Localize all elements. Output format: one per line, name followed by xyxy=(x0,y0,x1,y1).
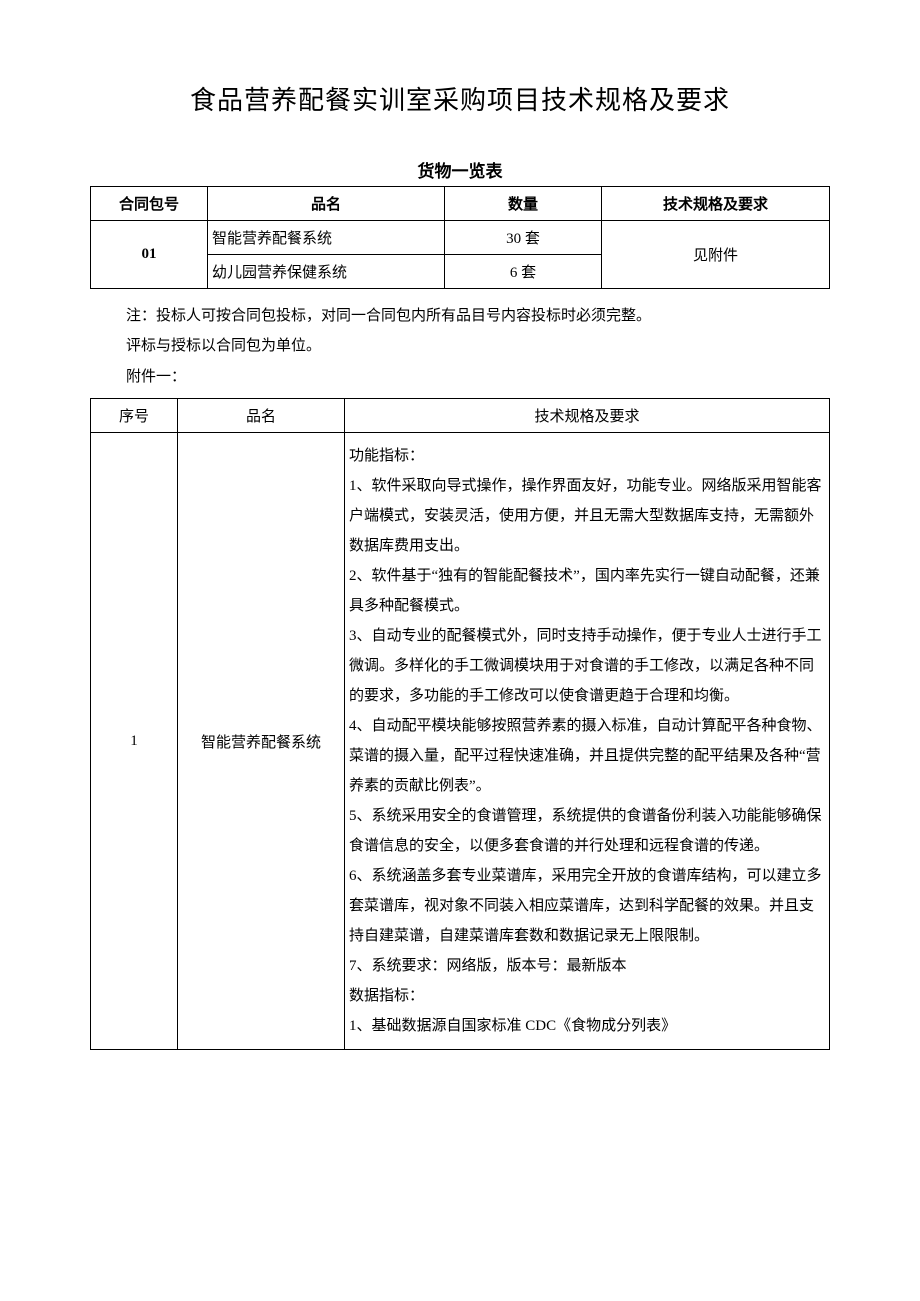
header-name: 品名 xyxy=(178,399,345,433)
notes-block: 注：投标人可按合同包投标，对同一合同包内所有品目号内容投标时必须完整。 评标与授… xyxy=(126,301,830,361)
cell-name: 智能营养配餐系统 xyxy=(178,433,345,1050)
spec-line: 功能指标： xyxy=(349,441,825,471)
overview-subtitle: 货物一览表 xyxy=(90,157,830,182)
cell-spec: 功能指标：1、软件采取向导式操作，操作界面友好，功能专业。网络版采用智能客户端模… xyxy=(345,433,830,1050)
cell-spec: 见附件 xyxy=(602,221,830,289)
detail-row: 1 智能营养配餐系统 功能指标：1、软件采取向导式操作，操作界面友好，功能专业。… xyxy=(91,433,830,1050)
header-spec: 技术规格及要求 xyxy=(345,399,830,433)
note-line: 注：投标人可按合同包投标，对同一合同包内所有品目号内容投标时必须完整。 xyxy=(126,301,830,331)
document-title: 食品营养配餐实训室采购项目技术规格及要求 xyxy=(90,80,830,117)
spec-line: 1、基础数据源自国家标准 CDC《食物成分列表》 xyxy=(349,1011,825,1041)
cell-quantity: 6 套 xyxy=(445,255,602,289)
spec-line: 4、自动配平模块能够按照营养素的摄入标准，自动计算配平各种食物、菜谱的摄入量，配… xyxy=(349,711,825,801)
spec-line: 7、系统要求：网络版，版本号：最新版本 xyxy=(349,951,825,981)
header-item-name: 品名 xyxy=(208,187,445,221)
header-seq: 序号 xyxy=(91,399,178,433)
note-line: 评标与授标以合同包为单位。 xyxy=(126,331,830,361)
cell-item-name: 智能营养配餐系统 xyxy=(208,221,445,255)
cell-item-name: 幼儿园营养保健系统 xyxy=(208,255,445,289)
cell-quantity: 30 套 xyxy=(445,221,602,255)
header-spec: 技术规格及要求 xyxy=(602,187,830,221)
spec-line: 1、软件采取向导式操作，操作界面友好，功能专业。网络版采用智能客户端模式，安装灵… xyxy=(349,471,825,561)
header-quantity: 数量 xyxy=(445,187,602,221)
detail-header-row: 序号 品名 技术规格及要求 xyxy=(91,399,830,433)
spec-line: 2、软件基于“独有的智能配餐技术”，国内率先实行一键自动配餐，还兼具多种配餐模式… xyxy=(349,561,825,621)
attachment-label: 附件一： xyxy=(126,365,830,386)
overview-table: 合同包号 品名 数量 技术规格及要求 01 智能营养配餐系统 30 套 见附件 … xyxy=(90,186,830,289)
spec-line: 6、系统涵盖多套专业菜谱库，采用完全开放的食谱库结构，可以建立多套菜谱库，视对象… xyxy=(349,861,825,951)
spec-line: 5、系统采用安全的食谱管理，系统提供的食谱备份利装入功能能够确保食谱信息的安全，… xyxy=(349,801,825,861)
overview-row: 01 智能营养配餐系统 30 套 见附件 xyxy=(91,221,830,255)
overview-header-row: 合同包号 品名 数量 技术规格及要求 xyxy=(91,187,830,221)
spec-line: 3、自动专业的配餐模式外，同时支持手动操作，便于专业人士进行手工微调。多样化的手… xyxy=(349,621,825,711)
cell-seq: 1 xyxy=(91,433,178,1050)
cell-package-no: 01 xyxy=(91,221,208,289)
header-package-no: 合同包号 xyxy=(91,187,208,221)
spec-line: 数据指标： xyxy=(349,981,825,1011)
detail-table: 序号 品名 技术规格及要求 1 智能营养配餐系统 功能指标：1、软件采取向导式操… xyxy=(90,398,830,1050)
